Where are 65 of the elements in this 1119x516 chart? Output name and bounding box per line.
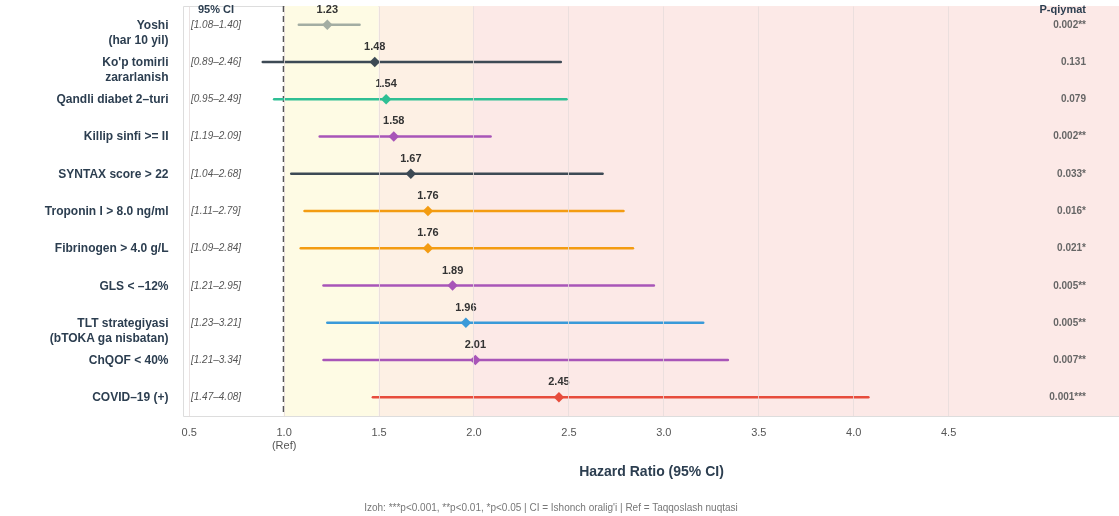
y-tick-label: Killip sinfi >= II xyxy=(83,129,169,144)
annotation: [1.09–2.84] xyxy=(189,242,242,254)
y-tick-label: TLT strategiyasi (bTOKA ga nisbatan) xyxy=(49,315,169,345)
x-tick-label: 2.0 xyxy=(466,425,482,438)
annotation: [1.21–2.95] xyxy=(189,279,242,291)
annotation: 95% CI xyxy=(197,3,235,15)
y-tick-label: Troponin I > 8.0 ng/ml xyxy=(44,204,169,218)
data-label: 1.58 xyxy=(383,114,405,127)
point xyxy=(369,56,380,68)
annotation: [1.21–3.34] xyxy=(189,354,242,366)
point xyxy=(388,131,399,142)
annotation: 0.021* xyxy=(1057,242,1087,254)
annotation: [1.23–3.21] xyxy=(189,316,242,328)
data-label: 2.01 xyxy=(464,338,487,351)
point xyxy=(460,317,472,329)
data-label: 1.96 xyxy=(455,300,477,313)
y-tick-label: Ko'p tomirli zararlanish xyxy=(102,54,169,84)
annotation: 0.001*** xyxy=(1049,391,1087,403)
y-tick-label: GLS < –12% xyxy=(99,278,169,293)
point xyxy=(322,19,333,30)
data-label: 1.67 xyxy=(400,151,422,164)
x-tick-label: 4.5 xyxy=(940,425,957,438)
annotation: 0.007** xyxy=(1053,354,1087,366)
text: Izoh: ***p<0.001, **p<0.01, *p<0.05 | CI = Ishonch oralig'i | Ref = Taqqoslash nuqtasi xyxy=(364,502,738,513)
annotation: [0.89–2.46] xyxy=(189,55,242,67)
x-axis-title: Hazard Ratio (95% CI) xyxy=(579,462,724,479)
annotation: [1.04–2.68] xyxy=(189,167,242,179)
annotation: [1.19–2.09] xyxy=(189,130,242,142)
annotation: 0.002** xyxy=(1053,130,1087,142)
x-tick-label: 2.5 xyxy=(561,425,577,438)
x-tick-label: 0.5 xyxy=(181,425,197,438)
point xyxy=(447,280,458,291)
point xyxy=(553,392,565,403)
data-label: 2.45 xyxy=(548,375,570,388)
point xyxy=(422,243,434,254)
x-tick-label: 4.0 xyxy=(846,425,862,438)
annotation: 0.079 xyxy=(1060,93,1087,105)
y-tick-label: ChQOF < 40% xyxy=(88,353,169,368)
annotation: 0.005** xyxy=(1053,316,1087,328)
annotation: [1.11–2.79] xyxy=(190,205,241,216)
y-tick-label: COVID–19 (+) xyxy=(92,390,169,405)
data-label: 1.76 xyxy=(417,189,439,201)
x-tick-label: 1.5 xyxy=(371,425,387,438)
data-label: 1.23 xyxy=(316,2,338,15)
annotation: 0.005** xyxy=(1053,279,1087,291)
annotation: 0.002** xyxy=(1053,18,1087,30)
data-label: 1.89 xyxy=(441,263,464,276)
annotation: 0.131 xyxy=(1060,55,1087,67)
annotation: [1.47–4.08] xyxy=(189,391,242,403)
annotation: P-qiymat xyxy=(1039,3,1087,15)
x-tick-label: 3.5 xyxy=(751,425,767,438)
annotation: 0.033* xyxy=(1057,167,1087,179)
data-label: 1.76 xyxy=(417,226,439,239)
data-label: 1.48 xyxy=(364,39,386,52)
x-tick-label: 3.0 xyxy=(656,425,672,438)
data-label: 1.54 xyxy=(375,77,398,90)
y-tick-label: Yoshi (har 10 yil) xyxy=(108,17,169,47)
annotation: 0.016* xyxy=(1057,205,1087,216)
annotation: [1.08–1.40] xyxy=(189,18,242,30)
annotation: [0.95–2.49] xyxy=(189,93,242,105)
x-tick-label: 1.0 (Ref) xyxy=(271,425,297,451)
y-tick-label: Qandli diabet 2–turi xyxy=(56,92,169,107)
point xyxy=(380,93,392,105)
y-tick-label: Fibrinogen > 4.0 g/L xyxy=(54,241,169,256)
y-tick-label: SYNTAX score > 22 xyxy=(58,166,169,181)
